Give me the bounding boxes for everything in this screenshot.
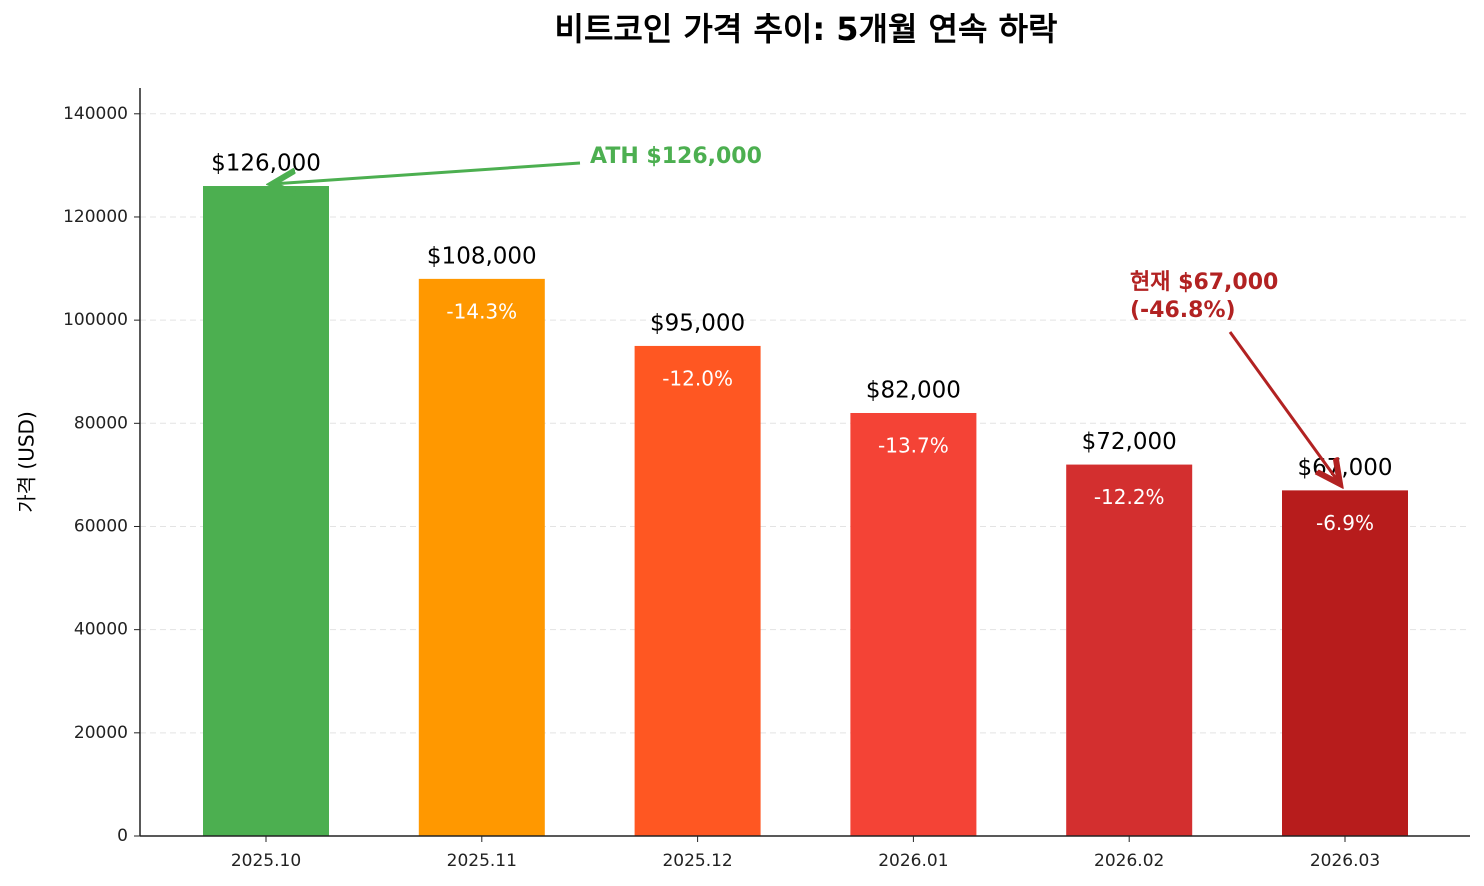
annotation: 현재 $67,000 xyxy=(1130,270,1278,295)
y-tick-label: 140000 xyxy=(63,104,128,124)
change-label: -13.7% xyxy=(878,433,949,457)
y-tick-label: 20000 xyxy=(74,723,128,743)
y-tick-label: 80000 xyxy=(74,413,128,433)
value-label: $72,000 xyxy=(1082,429,1177,455)
bar xyxy=(850,412,977,836)
x-tick-label: 2026.01 xyxy=(878,851,948,871)
y-tick-label: 60000 xyxy=(74,516,128,536)
value-label: $126,000 xyxy=(211,151,321,177)
value-label: $108,000 xyxy=(427,243,537,269)
change-label: -12.0% xyxy=(662,366,733,390)
x-tick-label: 2025.12 xyxy=(662,851,732,871)
y-tick-label: 100000 xyxy=(63,310,128,330)
annotation: (-46.8%) xyxy=(1130,298,1236,323)
annotation-arrow xyxy=(272,161,581,184)
chart-title: 비트코인 가격 추이: 5개월 연속 하락 xyxy=(555,10,1058,48)
bar xyxy=(1066,464,1193,836)
bar xyxy=(203,186,329,836)
change-label: -14.3% xyxy=(446,299,517,323)
annotation: ATH $126,000 xyxy=(590,144,762,169)
bar xyxy=(1282,490,1408,836)
value-label: $82,000 xyxy=(866,377,961,403)
bar xyxy=(418,278,545,836)
y-tick-label: 0 xyxy=(117,826,128,846)
change-label: -6.9% xyxy=(1316,511,1374,535)
value-label: $95,000 xyxy=(650,310,745,336)
value-label: $67,000 xyxy=(1297,455,1392,481)
change-label: -12.2% xyxy=(1094,485,1165,509)
y-tick-label: 40000 xyxy=(74,620,128,640)
bar xyxy=(634,345,761,836)
x-tick-label: 2025.10 xyxy=(231,851,301,871)
x-tick-label: 2026.03 xyxy=(1310,851,1380,871)
annotation-arrow xyxy=(1228,331,1340,484)
y-axis-label: 가격 (USD) xyxy=(15,411,39,513)
y-tick-label: 120000 xyxy=(63,207,128,227)
x-tick-label: 2025.11 xyxy=(447,851,517,871)
x-tick-label: 2026.02 xyxy=(1094,851,1164,871)
